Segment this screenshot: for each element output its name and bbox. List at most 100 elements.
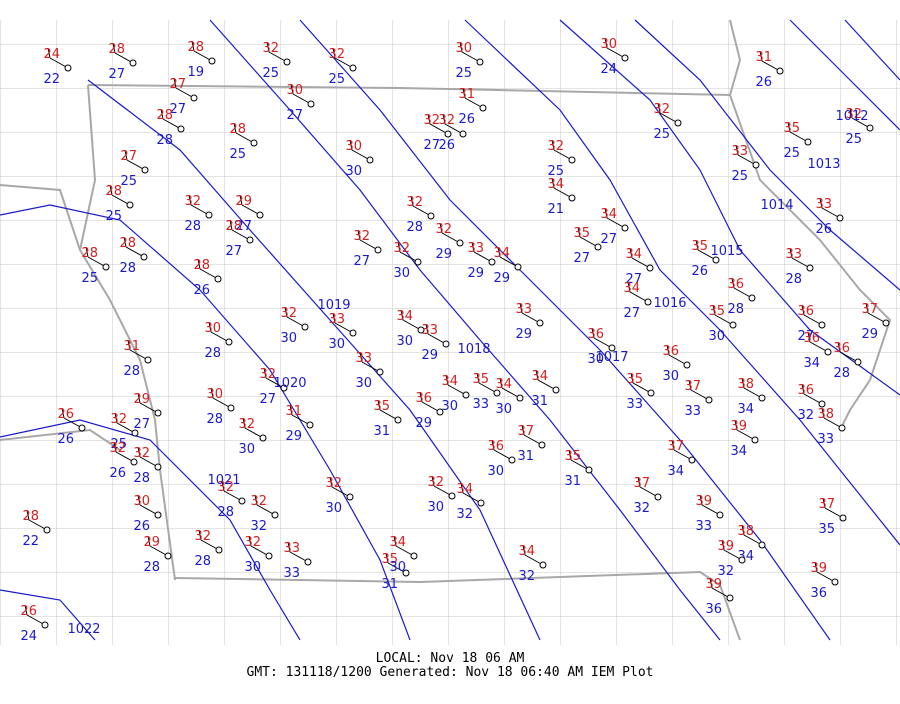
wind-barb (173, 77, 177, 89)
station-circle (726, 594, 734, 602)
temperature: 32 (328, 47, 345, 62)
station: 35 33 (626, 372, 655, 412)
temperature: 32 (353, 229, 370, 244)
isobar-label: 1016 (653, 296, 686, 311)
wind-barb (568, 449, 572, 461)
station-circle (621, 54, 629, 62)
temperature: 33 (467, 241, 484, 256)
station: 35 33 (472, 372, 501, 412)
dewpoint: 25 (845, 132, 862, 147)
wind-barb (191, 40, 195, 52)
station-circle (154, 463, 162, 471)
station-circle (349, 64, 357, 72)
dewpoint: 28 (727, 302, 744, 317)
wind-barb (425, 323, 429, 335)
wind-barb (397, 241, 401, 253)
station: 39 34 (730, 419, 759, 459)
station-circle (831, 578, 839, 586)
temperature: 28 (156, 108, 173, 123)
wind-barb (24, 604, 28, 616)
wind-barb (266, 41, 270, 53)
dewpoint: 30 (345, 164, 362, 179)
dewpoint: 26 (755, 75, 772, 90)
temperature: 39 (810, 561, 827, 576)
wind-barb (112, 42, 116, 54)
station: 32 30 (427, 475, 456, 515)
station-circle (78, 424, 86, 432)
wind-barb (197, 258, 201, 270)
dewpoint: 29 (285, 429, 302, 444)
station: 32 27 (423, 113, 452, 153)
station: 32 28 (217, 480, 246, 520)
station-circle (508, 456, 516, 464)
temperature: 34 (396, 309, 413, 324)
temperature: 31 (458, 87, 475, 102)
station-circle (488, 258, 496, 266)
station: 30 24 (600, 37, 629, 77)
temperature: 39 (730, 419, 747, 434)
station: 32 28 (194, 529, 223, 569)
station-circle (41, 621, 49, 629)
station: 35 31 (381, 552, 410, 592)
wind-barb (357, 229, 361, 241)
station-circle (476, 58, 484, 66)
wind-barb (393, 535, 397, 547)
station: 38 34 (737, 377, 766, 417)
temperature: 32 (194, 529, 211, 544)
wind-barb (865, 302, 869, 314)
dewpoint: 33 (283, 566, 300, 581)
temperature: 32 (653, 102, 670, 117)
station-circle (154, 511, 162, 519)
dewpoint: 28 (204, 346, 221, 361)
station-circle (568, 156, 576, 164)
station-circle (190, 94, 198, 102)
temperature: 32 (244, 535, 261, 550)
wind-barb (789, 247, 793, 259)
wind-barb (695, 239, 699, 251)
isobar-label: 1015 (710, 244, 743, 259)
wind-barb (254, 494, 258, 506)
dewpoint: 25 (120, 174, 137, 189)
wind-barb (160, 108, 164, 120)
station-circle (144, 356, 152, 364)
temperature: 31 (285, 404, 302, 419)
station-circle (442, 340, 450, 348)
station-circle (376, 368, 384, 376)
dewpoint: 28 (143, 560, 160, 575)
temperature: 30 (133, 494, 150, 509)
station: 30 30 (345, 139, 374, 179)
dewpoint: 30 (427, 500, 444, 515)
dewpoint: 30 (238, 442, 255, 457)
station-circle (688, 456, 696, 464)
wind-barb (439, 222, 443, 234)
station: 24 22 (43, 47, 72, 87)
station-circle (141, 166, 149, 174)
wind-barb (849, 107, 853, 119)
dewpoint: 25 (731, 169, 748, 184)
station: 39 32 (717, 539, 746, 579)
station: 32 25 (262, 41, 291, 81)
station-circle (552, 386, 560, 394)
temperature: 32 (280, 306, 297, 321)
station: 32 25 (110, 412, 139, 452)
wind-barb (442, 113, 446, 125)
temperature: 30 (206, 387, 223, 402)
wind-barb (47, 47, 51, 59)
isobar-label: 1013 (807, 157, 840, 172)
wind-barb (591, 327, 595, 339)
temperature: 35 (573, 226, 590, 241)
temperature: 34 (600, 207, 617, 222)
station-circle (208, 57, 216, 65)
temperature: 34 (531, 369, 548, 384)
wind-barb (289, 404, 293, 416)
wind-barb (688, 379, 692, 391)
station: 30 25 (455, 41, 484, 81)
station: 28 25 (105, 184, 134, 224)
station-circle (585, 466, 593, 474)
dewpoint: 31 (564, 474, 581, 489)
temperature: 35 (373, 399, 390, 414)
station: 32 30 (244, 535, 273, 575)
station: 33 30 (355, 351, 384, 391)
